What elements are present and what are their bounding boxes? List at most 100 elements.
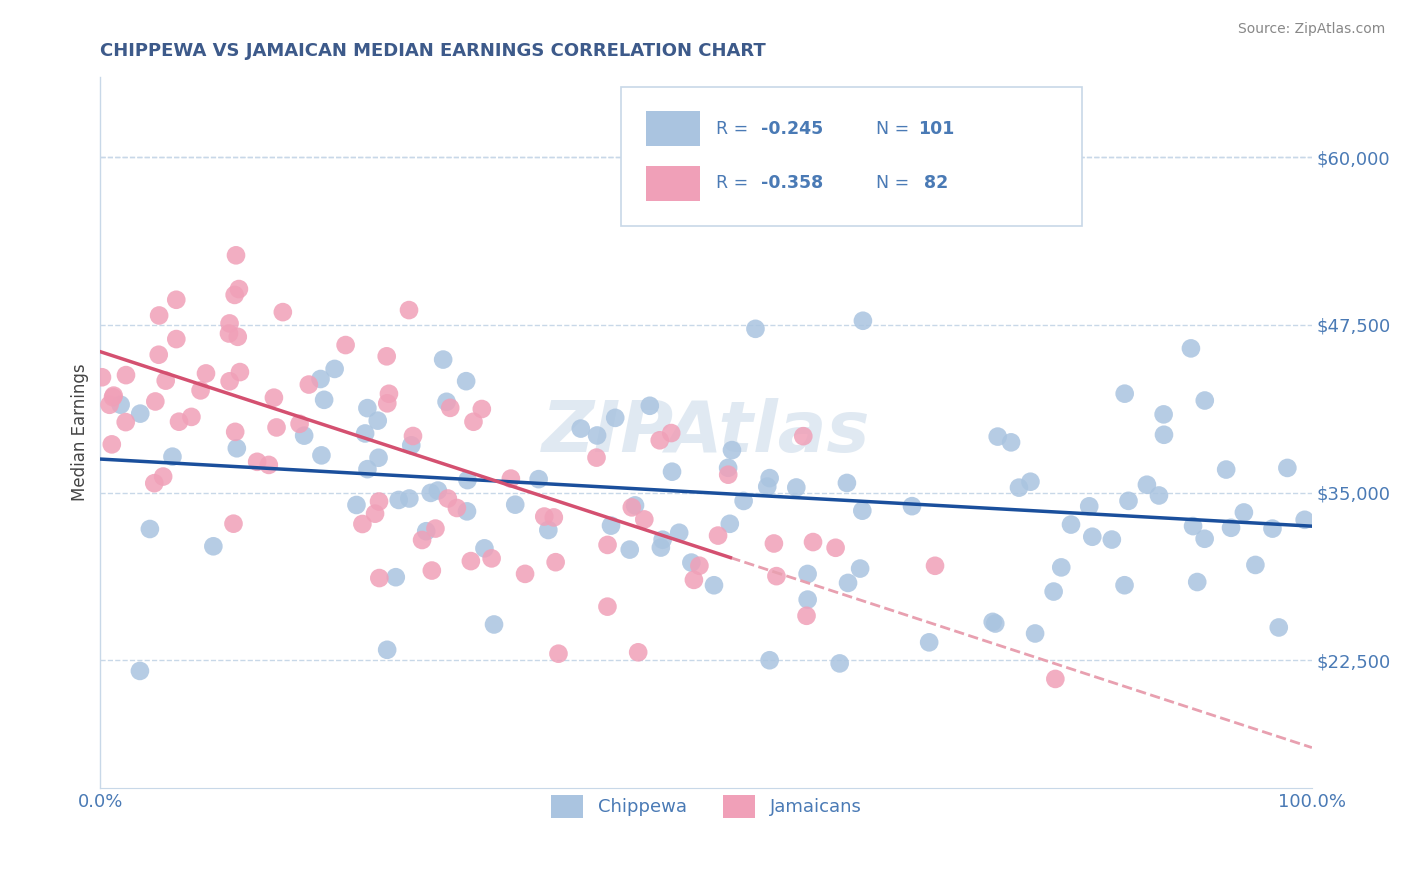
Point <box>828 657 851 671</box>
Point <box>499 472 522 486</box>
Point <box>225 248 247 262</box>
Point <box>311 449 333 463</box>
Point <box>1182 519 1205 533</box>
Point <box>547 647 569 661</box>
Point <box>1114 578 1136 592</box>
Point <box>167 415 190 429</box>
Point <box>309 372 332 386</box>
Point <box>367 414 389 428</box>
Point <box>1294 513 1316 527</box>
Point <box>901 499 924 513</box>
Point <box>401 438 423 452</box>
Point <box>981 615 1004 629</box>
Point <box>1008 481 1031 495</box>
Point <box>721 443 744 458</box>
Point <box>648 434 671 448</box>
Point <box>586 428 609 442</box>
Point <box>792 429 814 443</box>
Point <box>683 573 706 587</box>
Point <box>246 455 269 469</box>
Text: 82: 82 <box>918 174 949 193</box>
Point <box>513 566 536 581</box>
Point <box>1136 477 1159 491</box>
Point <box>354 426 377 441</box>
Point <box>624 499 647 513</box>
Point <box>1118 493 1140 508</box>
Point <box>368 494 391 508</box>
Point <box>585 450 607 465</box>
Text: N =: N = <box>876 120 914 137</box>
Point <box>924 558 946 573</box>
Point <box>1187 574 1209 589</box>
Point <box>143 394 166 409</box>
Point <box>835 475 858 490</box>
Point <box>703 578 725 592</box>
Point <box>733 494 755 508</box>
Text: N =: N = <box>876 174 914 193</box>
Point <box>1045 672 1067 686</box>
Point <box>446 500 468 515</box>
Point <box>1233 506 1256 520</box>
Point <box>224 288 246 302</box>
Point <box>1153 427 1175 442</box>
Point <box>162 450 184 464</box>
Point <box>460 554 482 568</box>
Point <box>681 556 703 570</box>
Point <box>375 642 398 657</box>
Point <box>796 592 818 607</box>
Point <box>288 417 311 431</box>
Point <box>271 305 294 319</box>
Point <box>987 429 1010 443</box>
Point <box>620 500 643 515</box>
Point <box>796 608 818 623</box>
Point <box>537 523 560 537</box>
Point <box>659 425 682 440</box>
Point <box>432 352 454 367</box>
Point <box>456 504 478 518</box>
Point <box>1268 620 1291 634</box>
Point <box>482 617 505 632</box>
Point <box>851 504 873 518</box>
Text: -0.245: -0.245 <box>761 120 823 137</box>
Text: 101: 101 <box>918 120 955 137</box>
Point <box>378 386 401 401</box>
Point <box>471 402 494 417</box>
Point <box>103 389 125 403</box>
Point <box>426 483 449 498</box>
Text: R =: R = <box>716 120 754 137</box>
Point <box>1261 522 1284 536</box>
Point <box>388 492 411 507</box>
Point <box>202 539 225 553</box>
Point <box>456 473 478 487</box>
Point <box>801 535 824 549</box>
Point <box>533 509 555 524</box>
Point <box>569 421 592 435</box>
Point <box>756 480 779 494</box>
Point <box>415 524 437 539</box>
Point <box>402 429 425 443</box>
Point <box>762 536 785 550</box>
Point <box>368 571 391 585</box>
Point <box>352 516 374 531</box>
Text: R =: R = <box>716 174 754 193</box>
Point <box>218 326 240 341</box>
Point <box>717 467 740 482</box>
Text: Source: ZipAtlas.com: Source: ZipAtlas.com <box>1237 22 1385 37</box>
Point <box>148 348 170 362</box>
Point <box>544 555 567 569</box>
Point <box>1194 393 1216 408</box>
Point <box>346 498 368 512</box>
Point <box>419 486 441 500</box>
Point <box>375 396 398 410</box>
Y-axis label: Median Earnings: Median Earnings <box>72 363 89 501</box>
Point <box>765 569 787 583</box>
Point <box>1024 626 1046 640</box>
Point <box>129 407 152 421</box>
Point <box>852 314 875 328</box>
Point <box>229 365 252 379</box>
Point <box>367 450 389 465</box>
Point <box>226 330 249 344</box>
Point <box>375 349 398 363</box>
Point <box>688 558 710 573</box>
Point <box>638 399 661 413</box>
